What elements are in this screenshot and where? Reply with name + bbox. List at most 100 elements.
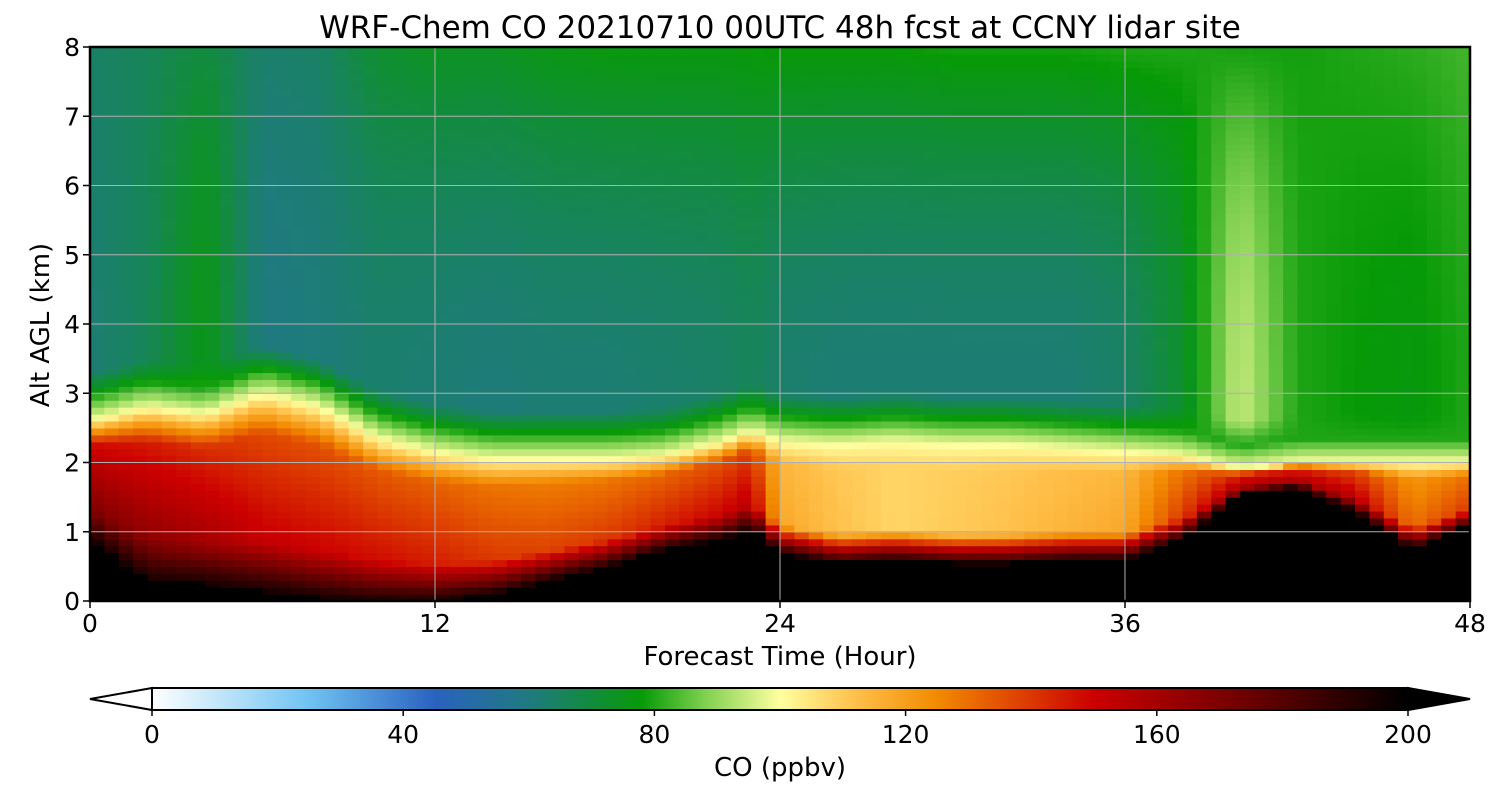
co-cell	[966, 483, 982, 491]
co-cell	[276, 483, 292, 491]
co-cell	[133, 420, 149, 429]
co-cell	[621, 185, 637, 194]
co-cell	[219, 476, 235, 484]
co-cell	[665, 414, 680, 422]
co-cell	[938, 559, 954, 567]
co-cell	[621, 289, 637, 297]
co-cell	[981, 573, 997, 581]
co-cell	[377, 434, 393, 443]
co-cell	[233, 282, 249, 290]
co-cell	[420, 247, 436, 256]
co-cell	[334, 538, 350, 547]
co-cell	[837, 206, 853, 214]
co-cell	[765, 247, 781, 256]
co-cell	[90, 261, 105, 270]
co-cell	[693, 137, 709, 145]
co-cell	[751, 240, 767, 249]
co-cell	[133, 102, 149, 110]
co-cell	[118, 213, 134, 221]
co-cell	[679, 81, 695, 90]
co-cell	[305, 206, 321, 214]
co-cell	[866, 517, 882, 526]
co-cell	[923, 469, 939, 477]
co-cell	[118, 393, 134, 401]
co-cell	[952, 102, 968, 110]
co-cell	[981, 580, 997, 588]
co-cell	[607, 497, 623, 505]
co-cell	[909, 400, 925, 408]
co-cell	[909, 296, 925, 304]
co-cell	[406, 67, 422, 76]
co-cell	[118, 337, 134, 346]
co-cell	[377, 545, 393, 554]
co-cell	[880, 254, 896, 263]
co-cell	[248, 462, 264, 471]
co-cell	[765, 497, 781, 505]
co-cell	[751, 282, 767, 290]
co-cell	[952, 462, 968, 471]
co-cell	[736, 171, 752, 180]
co-cell	[363, 441, 379, 450]
co-cell	[607, 282, 623, 290]
co-cell	[621, 130, 637, 138]
co-cell	[895, 254, 910, 263]
co-cell	[693, 227, 709, 235]
co-cell	[118, 330, 134, 339]
co-cell	[248, 414, 264, 422]
co-cell	[506, 289, 522, 297]
co-cell	[966, 171, 982, 180]
co-cell	[636, 427, 652, 436]
co-cell	[161, 137, 177, 145]
co-cell	[320, 545, 335, 554]
co-cell	[219, 545, 235, 554]
co-cell	[377, 324, 393, 332]
co-cell	[521, 455, 537, 464]
co-cell	[823, 303, 839, 311]
co-cell	[435, 455, 450, 464]
co-cell	[564, 254, 580, 263]
co-cell	[205, 53, 220, 62]
co-cell	[363, 344, 379, 353]
co-cell	[348, 469, 364, 477]
co-cell	[176, 220, 192, 228]
co-cell	[104, 497, 120, 505]
co-cell	[535, 365, 551, 374]
co-cell	[981, 566, 997, 574]
co-cell	[866, 303, 882, 311]
co-cell	[377, 60, 393, 69]
co-cell	[262, 220, 278, 228]
co-cell	[923, 400, 939, 408]
co-cell	[693, 344, 709, 353]
co-cell	[276, 254, 292, 263]
co-cell	[780, 67, 795, 76]
co-cell	[219, 469, 235, 477]
co-cell	[219, 462, 235, 471]
co-cell	[420, 462, 436, 471]
co-cell	[363, 462, 379, 471]
co-cell	[823, 310, 839, 318]
co-cell	[966, 441, 982, 450]
co-cell	[751, 143, 767, 152]
co-cell	[420, 400, 436, 408]
co-cell	[837, 441, 853, 450]
co-cell	[205, 116, 220, 124]
co-cell	[478, 67, 494, 76]
co-cell	[104, 247, 120, 256]
co-cell	[291, 67, 307, 76]
co-cell	[104, 545, 120, 554]
co-cell	[952, 344, 968, 353]
co-cell	[550, 400, 565, 408]
co-cell	[478, 524, 494, 533]
co-cell	[161, 109, 177, 117]
co-cell	[521, 137, 537, 145]
co-cell	[794, 67, 810, 76]
co-cell	[780, 254, 795, 263]
co-cell	[276, 130, 292, 138]
co-cell	[665, 67, 680, 76]
co-cell	[679, 594, 695, 601]
co-cell	[449, 178, 465, 187]
co-cell	[348, 185, 364, 194]
co-cell	[377, 88, 393, 97]
co-cell	[593, 206, 609, 214]
co-cell	[966, 213, 982, 221]
